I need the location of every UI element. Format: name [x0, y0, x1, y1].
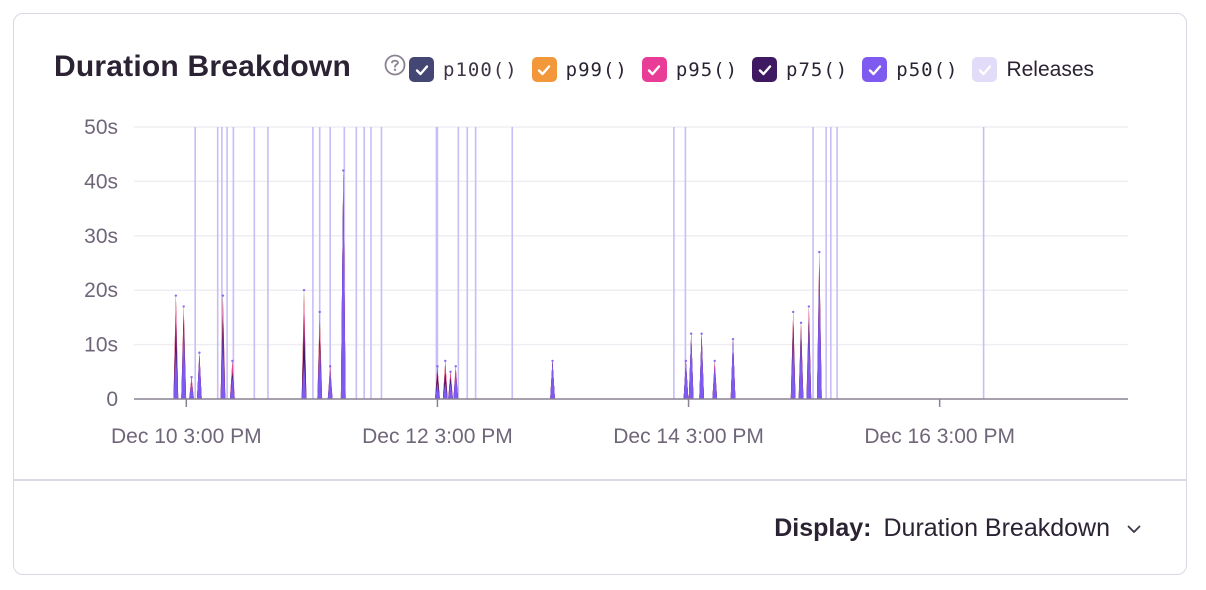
data-point	[174, 294, 178, 297]
checkbox-icon	[531, 57, 557, 82]
checkbox-icon	[641, 57, 667, 82]
legend-label: p95()	[675, 58, 739, 81]
series-area-p100	[134, 170, 1128, 399]
checkbox-icon	[752, 57, 778, 82]
chevron-down-icon	[1127, 525, 1141, 533]
series-area-p75	[134, 170, 1128, 399]
data-point	[190, 376, 193, 379]
duration-breakdown-card: Duration Breakdown p100() p99() p95() p75()…	[13, 13, 1187, 575]
data-point	[302, 289, 306, 292]
data-point	[551, 359, 554, 363]
display-label: Display:	[774, 514, 872, 542]
display-value: Duration Breakdown	[883, 514, 1110, 542]
x-tick-label: Dec 16 3:00 PM	[864, 425, 1015, 448]
y-tick-label: 40s	[84, 170, 118, 193]
checkbox-icon	[409, 57, 434, 82]
data-point	[221, 294, 225, 297]
checkbox-icon	[862, 57, 888, 82]
data-point	[449, 370, 452, 373]
x-tick-label: Dec 12 3:00 PM	[362, 425, 513, 448]
data-point	[444, 359, 447, 363]
data-point	[689, 332, 693, 335]
x-tick-label: Dec 14 3:00 PM	[613, 425, 764, 448]
legend-label: p99()	[565, 58, 628, 81]
legend-item-releases[interactable]: Releases	[972, 57, 1094, 82]
legend-item-p75[interactable]: p75()	[752, 57, 848, 82]
data-point	[791, 310, 795, 314]
y-tick-label: 20s	[84, 279, 118, 302]
data-point	[731, 337, 735, 341]
question-mark-icon[interactable]	[384, 54, 406, 76]
display-selector[interactable]: Display: Duration Breakdown	[774, 514, 1142, 543]
legend-label: Releases	[1006, 57, 1095, 81]
data-point	[799, 321, 803, 325]
legend-item-p99[interactable]: p99()	[531, 57, 628, 82]
legend-item-p95[interactable]: p95()	[641, 57, 739, 82]
data-point	[342, 169, 345, 172]
legend-label: p50()	[896, 58, 959, 81]
data-point	[807, 305, 811, 308]
series-area-p50	[134, 170, 1128, 399]
x-tick-label: Dec 10 3:00 PM	[111, 425, 262, 448]
series-area-p99	[134, 170, 1128, 399]
data-point	[198, 351, 201, 354]
data-point	[700, 332, 703, 335]
legend-item-p100[interactable]: p100()	[409, 57, 518, 82]
data-point	[818, 250, 821, 254]
data-point	[182, 305, 185, 308]
data-point	[684, 359, 688, 363]
footer-divider	[14, 479, 1186, 481]
duration-area-chart: 0 10s 20s 30s 40s 50s Dec 10 3:00 PM Dec 12 3:0…	[84, 116, 1128, 448]
y-tick-label: 50s	[84, 116, 118, 139]
data-point	[713, 359, 716, 363]
y-tick-label: 0	[106, 388, 118, 411]
legend-label: p100()	[443, 58, 518, 81]
y-tick-label: 30s	[84, 225, 118, 248]
legend-label: p75()	[786, 58, 849, 81]
chart-legend: p100() p99() p95() p75() p50() Releases	[409, 57, 1108, 82]
data-point	[231, 359, 234, 363]
data-point	[328, 365, 332, 368]
data-point	[454, 365, 457, 368]
y-tick-label: 10s	[84, 334, 118, 357]
data-point	[318, 310, 321, 314]
checkbox-icon	[972, 57, 998, 82]
legend-item-p50[interactable]: p50()	[862, 57, 958, 82]
series-area-p95	[134, 170, 1128, 399]
data-point	[436, 365, 439, 368]
chart-title: Duration Breakdown	[54, 50, 351, 83]
